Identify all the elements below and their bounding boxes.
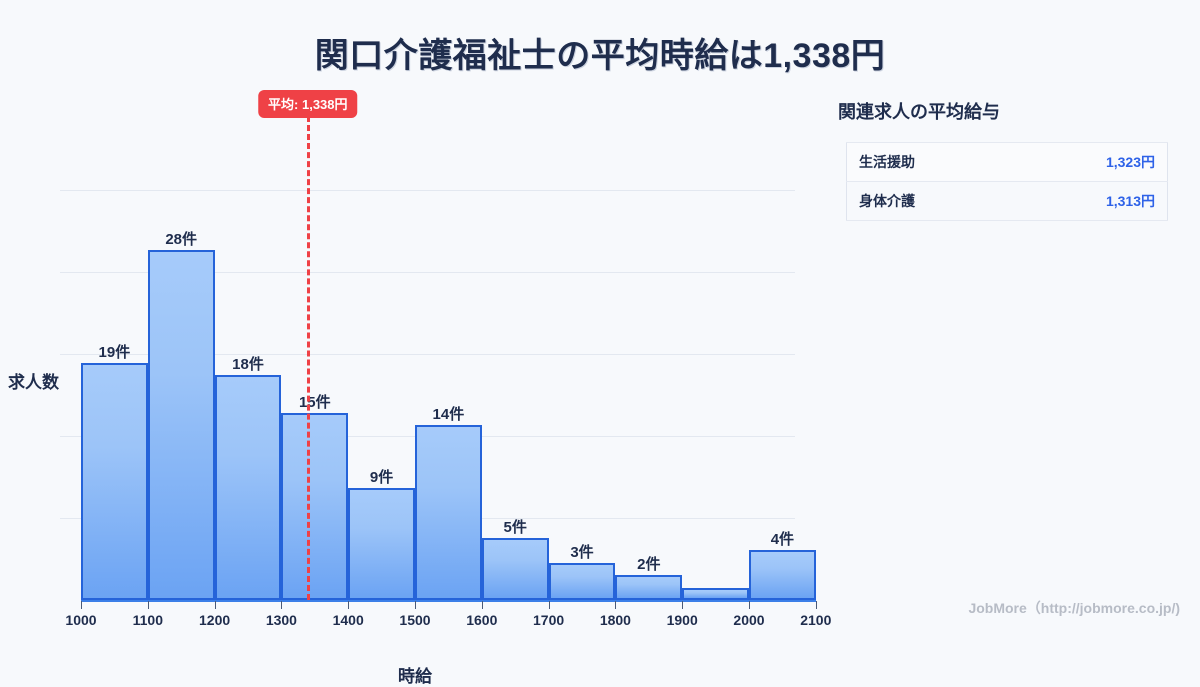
x-axis-tick [548, 601, 550, 609]
x-axis-tick-label: 1900 [666, 612, 698, 628]
job-wage-cell: 1,313円 [1105, 193, 1155, 209]
bar[interactable] [81, 362, 148, 600]
x-axis-tick [214, 601, 216, 609]
related-salary-table: 生活援助 1,323円身体介護 1,313円 [846, 142, 1168, 221]
x-axis-tick [749, 601, 750, 609]
page-title: 関口介護福祉士の平均時給は1,338円 [314, 37, 886, 75]
x-axis-tick [615, 601, 617, 609]
x-axis-tick [81, 601, 82, 609]
gridline [60, 354, 795, 355]
x-axis-tick-label: 2100 [800, 612, 832, 628]
x-axis-tick-label: 1700 [533, 612, 565, 628]
x-axis-title: 時給 [398, 667, 432, 686]
bar-value-label: 14件 [432, 406, 465, 423]
chart-plot-wrapper: 求人数 時給 19件 28件 18件 15件 9件 14件 5件 3件 2件 4件 1000 1100… [0, 90, 831, 686]
job-name-cell: 身体介護 [859, 193, 915, 209]
x-axis-line [81, 600, 816, 602]
bar-value-label: 28件 [165, 231, 198, 248]
bar[interactable] [481, 537, 549, 600]
bar-value-label: 18件 [232, 356, 264, 373]
job-wage-cell: 1,323円 [1105, 154, 1155, 170]
bar-value-label: 15件 [298, 393, 331, 411]
table-row[interactable]: 生活援助 1,323円 [846, 142, 1168, 182]
footer-credit: JobMore（http://jobmore.co.jp/) [968, 600, 1180, 616]
related-salary-title: 関連求人の平均給与 [838, 102, 1000, 122]
bar[interactable] [147, 250, 215, 600]
bar[interactable] [348, 487, 415, 600]
x-axis-tick-label: 1600 [466, 612, 498, 628]
table-row[interactable]: 身体介護 1,313円 [846, 182, 1168, 221]
bar[interactable] [615, 575, 683, 600]
y-axis-title: 求人数 [8, 373, 59, 392]
bar-value-label: 9件 [369, 468, 394, 486]
x-axis-tick-label: 2000 [733, 612, 765, 628]
average-badge: 平均: 1,338円 [258, 90, 358, 118]
bar-value-label: 5件 [503, 518, 527, 536]
bar-value-label: 19件 [98, 343, 131, 361]
x-axis-tick [348, 601, 350, 609]
x-axis-tick [415, 601, 416, 609]
bar[interactable] [415, 425, 482, 600]
x-axis-tick [815, 601, 817, 609]
x-axis-tick-label: 1000 [65, 612, 97, 628]
x-axis-tick [682, 601, 684, 609]
related-salary-panel: 関連求人の平均給与 生活援助 1,323円身体介護 1,313円 [838, 98, 1178, 221]
job-name-cell: 生活援助 [859, 154, 915, 170]
x-axis-tick-label: 1400 [332, 612, 364, 628]
bar-value-label: 2件 [637, 556, 661, 573]
bar[interactable] [548, 562, 616, 600]
bar[interactable] [281, 412, 349, 600]
x-axis-tick-label: 1500 [399, 612, 431, 628]
x-axis-tick-label: 1800 [599, 612, 631, 628]
bar-value-label: 3件 [570, 543, 594, 561]
x-axis-tick [481, 601, 483, 609]
bar-value-label: 4件 [770, 531, 795, 548]
bar[interactable] [682, 587, 749, 600]
gridline [60, 272, 795, 273]
x-axis-tick [281, 601, 283, 609]
bar[interactable] [749, 550, 816, 600]
x-axis-tick-label: 1100 [132, 612, 163, 628]
x-axis-tick-label: 1200 [199, 612, 231, 628]
x-axis-tick-label: 1300 [265, 612, 297, 628]
x-axis-tick [147, 601, 149, 609]
average-line [306, 116, 310, 600]
gridline [60, 190, 795, 191]
bar[interactable] [214, 375, 282, 600]
chart-page: 関口介護福祉士の平均時給は1,338円 求人数 時給 19件 28件 18件 15件 9… [0, 37, 1180, 686]
related-salary-table-body: 生活援助 1,323円身体介護 1,313円 [846, 142, 1168, 221]
